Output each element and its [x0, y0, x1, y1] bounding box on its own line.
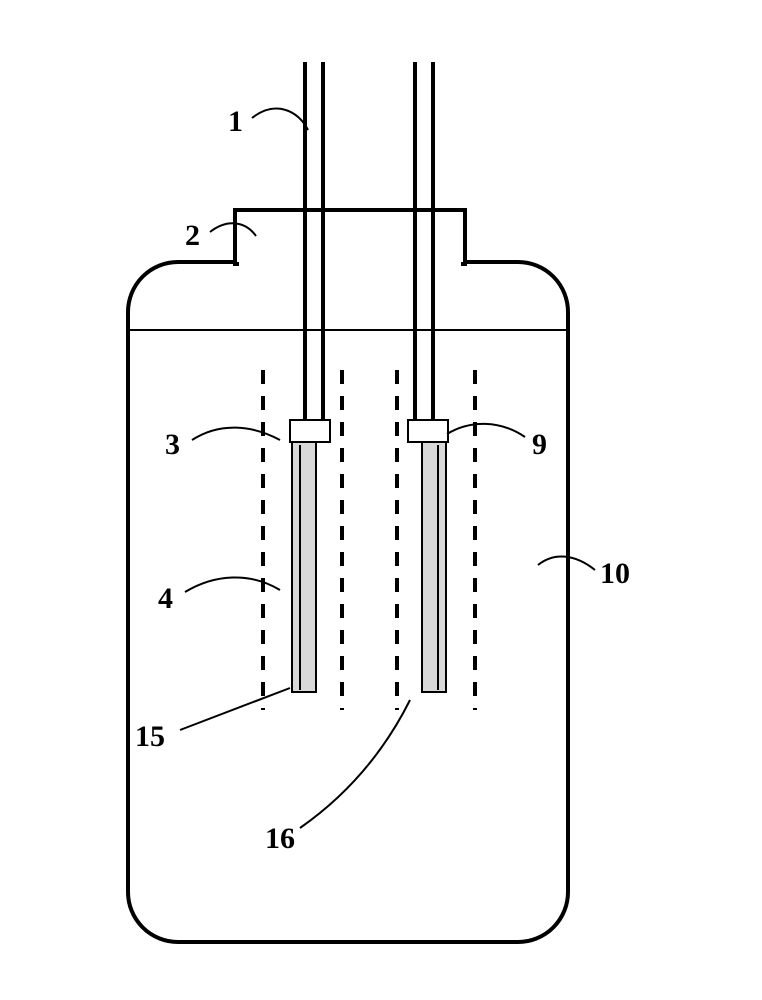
- callout-label-10: 10: [600, 557, 630, 591]
- callout-label-2: 2: [185, 219, 200, 253]
- callout-label-1: 1: [228, 105, 243, 139]
- callout-label-15: 15: [135, 720, 165, 754]
- diagram-svg: [0, 0, 762, 1000]
- callout-label-9: 9: [532, 428, 547, 462]
- callout-label-4: 4: [158, 582, 173, 616]
- callout-label-16: 16: [265, 822, 295, 856]
- callout-label-3: 3: [165, 428, 180, 462]
